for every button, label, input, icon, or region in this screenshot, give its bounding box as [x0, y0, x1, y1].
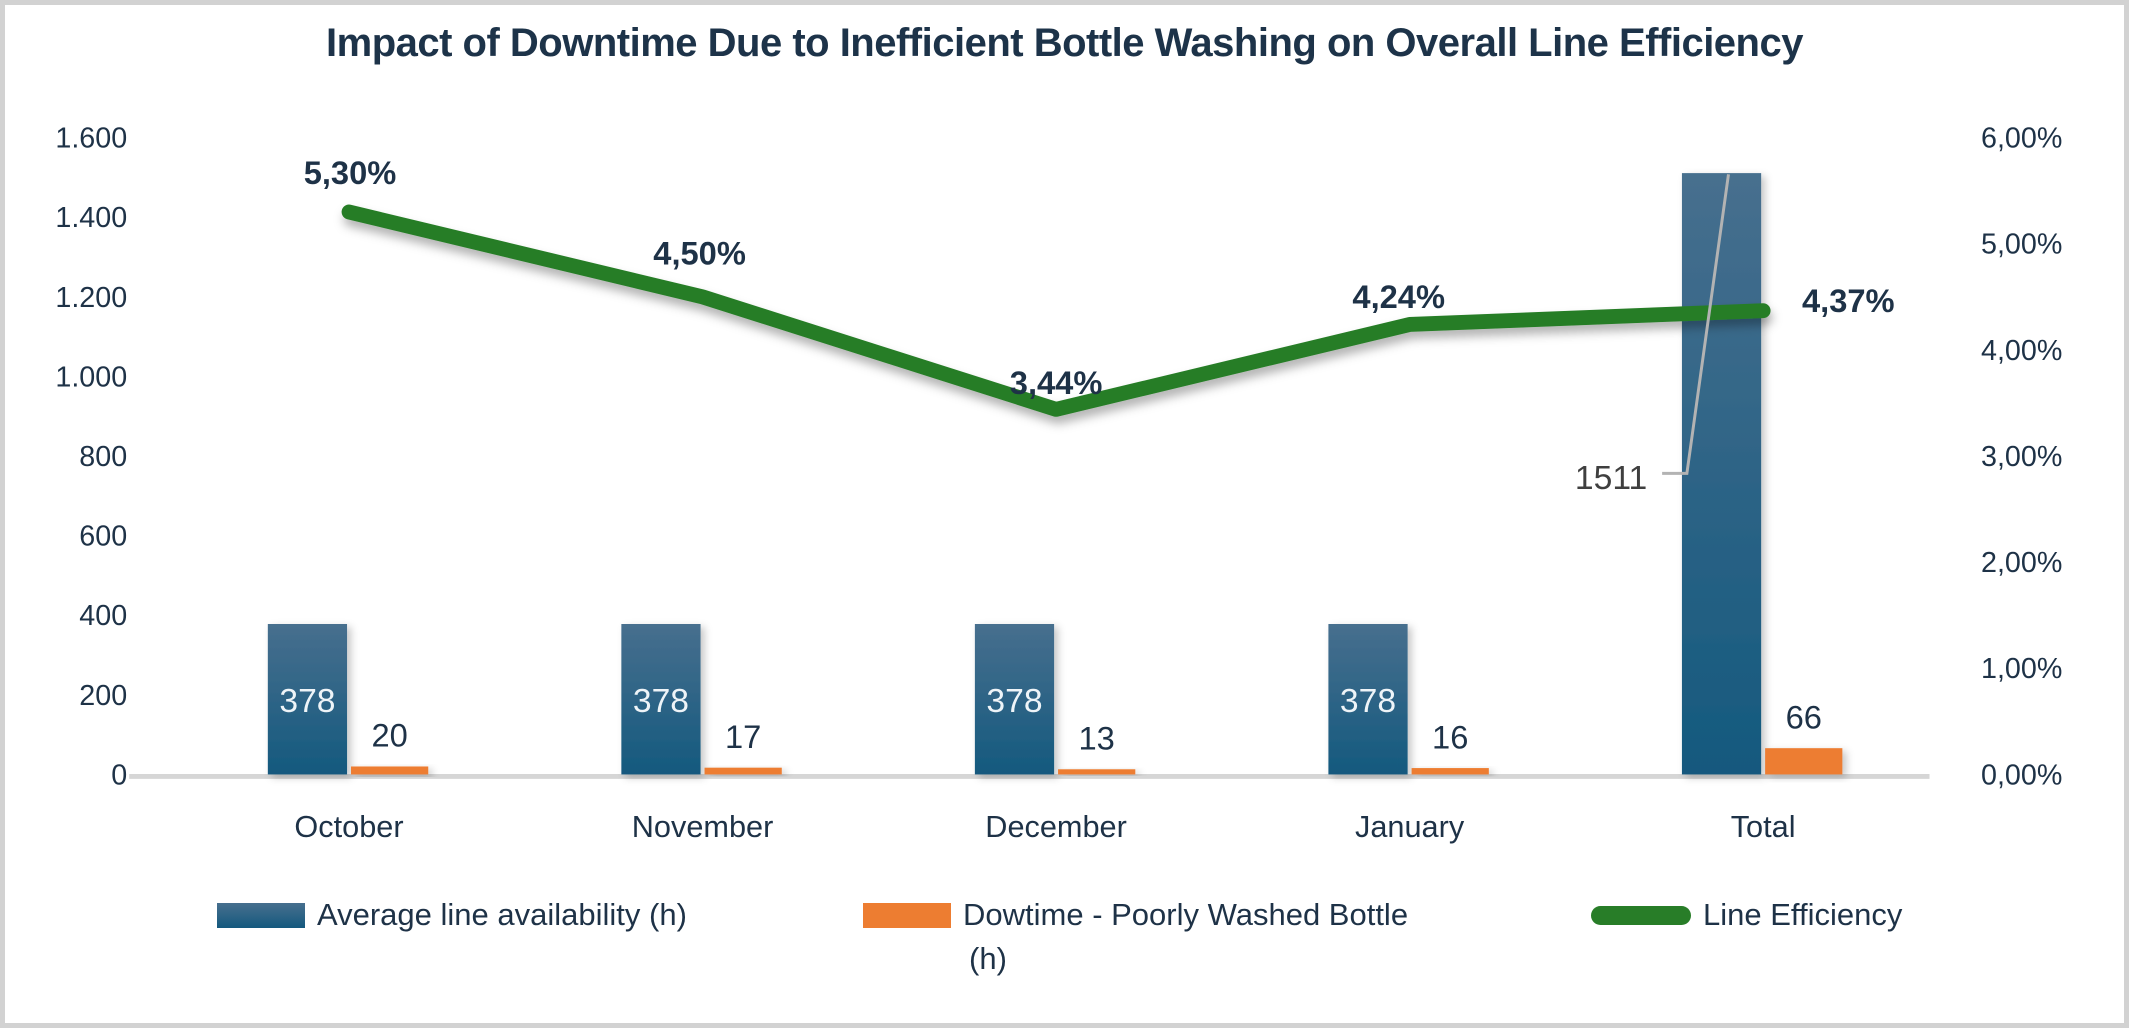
average-bar-label-december: 378: [986, 683, 1042, 720]
right-axis-tick-label: 2,00%: [1981, 547, 2062, 579]
bar-downtime-october: [351, 766, 429, 775]
bar-downtime-december: [1058, 769, 1136, 775]
chart-title: Impact of Downtime Due to Inefficient Bo…: [326, 21, 1803, 65]
left-axis-tick-label: 1.200: [55, 282, 127, 314]
left-axis-tick-label: 1.400: [55, 202, 127, 234]
category-label-october: October: [294, 809, 403, 844]
total-callout-leader-line: [1662, 174, 1730, 475]
bar-average-january: [1328, 624, 1408, 775]
category-label-total: Total: [1731, 809, 1796, 844]
category-label-november: November: [632, 809, 774, 844]
bar-downtime-november: [704, 767, 782, 775]
total-callout-label: 1511: [1575, 460, 1647, 497]
right-axis-tick-label: 4,00%: [1981, 335, 2062, 367]
bar-average-total: [1681, 173, 1762, 775]
average-bar-label-january: 378: [1340, 683, 1396, 720]
bar-average-october: [267, 624, 348, 775]
bar-downtime-january: [1411, 768, 1489, 775]
downtime-bar-label-december: 13: [1079, 719, 1115, 756]
efficiency-label-total: 4,37%: [1802, 282, 1895, 319]
average-bar-label-october: 378: [279, 683, 335, 720]
average-bar-label-november: 378: [633, 683, 689, 720]
downtime-bar-label-total: 66: [1786, 698, 1822, 735]
efficiency-label-october: 5,30%: [304, 154, 397, 191]
left-axis-tick-label: 200: [79, 680, 127, 712]
bar-average-november: [621, 624, 701, 775]
efficiency-label-november: 4,50%: [653, 234, 746, 271]
downtime-bar-label-january: 16: [1432, 718, 1468, 755]
downtime-bar-label-november: 17: [725, 718, 761, 755]
category-label-december: December: [985, 809, 1127, 844]
bar-downtime-total: [1765, 748, 1843, 775]
left-axis-tick-label: 600: [79, 521, 127, 553]
line-efficiency-series: [341, 204, 1771, 417]
right-axis-tick-label: 5,00%: [1981, 229, 2062, 261]
right-axis-tick-label: 1,00%: [1981, 653, 2062, 685]
left-axis-tick-label: 400: [79, 600, 127, 632]
left-axis-tick-label: 0: [111, 759, 127, 791]
left-axis-tick-label: 1.600: [55, 123, 127, 155]
left-axis-tick-label: 800: [79, 441, 127, 473]
combo-chart-plot: 378 378 378 378 20 17 13 16 66 5,30% 4,50% 3,44% 4,2…: [55, 123, 2062, 844]
bar-average-december: [974, 624, 1055, 775]
right-axis-tick-label: 3,00%: [1981, 441, 2062, 473]
right-axis-tick-label: 6,00%: [1981, 123, 2062, 155]
left-axis-tick-label: 1.000: [55, 361, 127, 393]
efficiency-label-december: 3,44%: [1010, 364, 1103, 401]
downtime-bar-label-october: 20: [371, 717, 407, 754]
efficiency-label-january: 4,24%: [1352, 278, 1445, 315]
category-label-january: January: [1355, 809, 1465, 844]
right-axis-tick-label: 0,00%: [1981, 759, 2062, 791]
